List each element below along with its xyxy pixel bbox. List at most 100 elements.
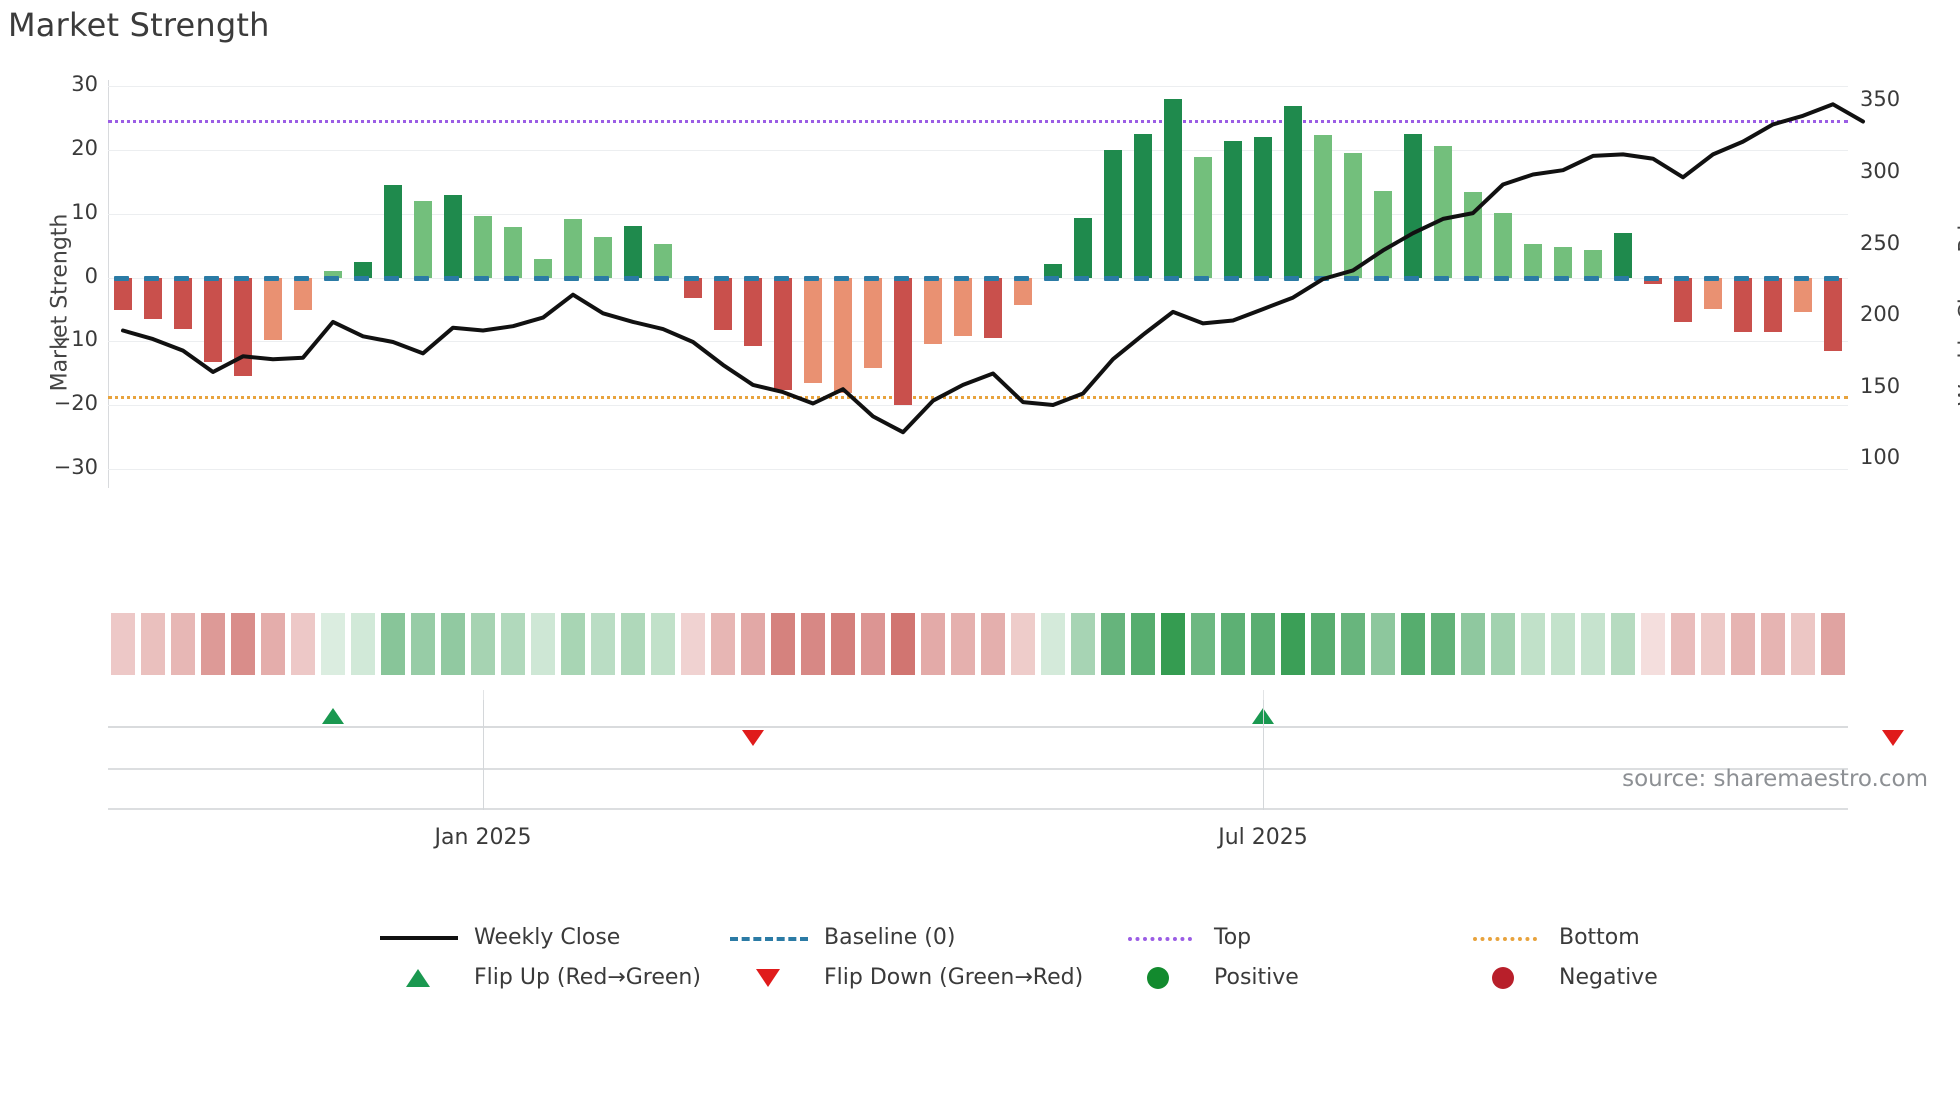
bar-negative[interactable] [1733,277,1753,332]
bar-positive[interactable] [1403,133,1423,278]
bar-negative[interactable] [173,277,193,329]
bar-positive[interactable] [443,194,463,278]
bar-negative[interactable] [893,277,913,406]
heatmap-cell[interactable] [771,613,795,675]
legend-item-flip-up[interactable]: Flip Up (Red→Green) [380,965,701,990]
bar-negative[interactable] [1643,277,1663,284]
heatmap-cell[interactable] [1611,613,1635,675]
heatmap-cell[interactable] [1731,613,1755,675]
heatmap-cell[interactable] [321,613,345,675]
bar-positive[interactable] [1613,233,1633,278]
heatmap-cell[interactable] [1551,613,1575,675]
bar-positive[interactable] [1163,99,1183,278]
heatmap-cell[interactable] [1761,613,1785,675]
bar-positive[interactable] [1223,140,1243,278]
heatmap-cell[interactable] [1491,613,1515,675]
bar-positive[interactable] [1493,212,1513,278]
flip-up-marker[interactable] [322,708,344,724]
heatmap-cell[interactable] [591,613,615,675]
heatmap-cell[interactable] [981,613,1005,675]
bar-negative[interactable] [923,277,943,344]
heatmap-cell[interactable] [111,613,135,675]
heatmap-cell[interactable] [141,613,165,675]
bar-positive[interactable] [1433,146,1453,278]
bar-positive[interactable] [653,244,673,278]
heatmap-cell[interactable] [381,613,405,675]
heatmap-cell[interactable] [831,613,855,675]
heatmap-cell[interactable] [291,613,315,675]
heatmap-cell[interactable] [501,613,525,675]
heatmap-cell[interactable] [1041,613,1065,675]
heatmap-cell[interactable] [861,613,885,675]
heatmap-cell[interactable] [1011,613,1035,675]
bar-positive[interactable] [323,271,343,278]
bar-positive[interactable] [593,237,613,278]
bar-negative[interactable] [1793,277,1813,313]
bar-positive[interactable] [1523,243,1543,278]
bar-positive[interactable] [383,185,403,278]
heatmap-cell[interactable] [351,613,375,675]
bar-negative[interactable] [713,277,733,330]
bar-positive[interactable] [1283,105,1303,278]
bar-positive[interactable] [1193,157,1213,278]
heatmap-cell[interactable] [951,613,975,675]
heatmap-cell[interactable] [1311,613,1335,675]
heatmap-cell[interactable] [231,613,255,675]
heatmap-cell[interactable] [621,613,645,675]
bar-positive[interactable] [353,261,373,278]
bar-negative[interactable] [1703,277,1723,309]
heatmap-cell[interactable] [201,613,225,675]
flip-down-marker[interactable] [742,730,764,746]
heatmap-cell[interactable] [471,613,495,675]
heatmap-cell[interactable] [441,613,465,675]
bar-negative[interactable] [683,277,703,299]
legend-item-negative[interactable]: Negative [1465,965,1658,990]
heatmap-cell[interactable] [1791,613,1815,675]
heatmap-cell[interactable] [1641,613,1665,675]
bar-positive[interactable] [473,215,493,278]
bar-negative[interactable] [803,277,823,383]
bar-negative[interactable] [203,277,223,362]
heatmap-cell[interactable] [1371,613,1395,675]
bar-positive[interactable] [533,258,553,278]
heatmap-cell[interactable] [651,613,675,675]
heatmap-cell[interactable] [1071,613,1095,675]
heatmap-cell[interactable] [171,613,195,675]
bar-positive[interactable] [1253,137,1273,278]
heatmap-cell[interactable] [1341,613,1365,675]
legend-item-baseline[interactable]: Baseline (0) [730,925,955,950]
heatmap-cell[interactable] [1101,613,1125,675]
bar-positive[interactable] [563,218,583,278]
bar-negative[interactable] [983,277,1003,338]
heatmap-cell[interactable] [261,613,285,675]
legend-item-top[interactable]: Top [1120,925,1251,950]
heatmap-cell[interactable] [531,613,555,675]
legend-item-bottom[interactable]: Bottom [1465,925,1640,950]
heatmap-cell[interactable] [561,613,585,675]
bar-positive[interactable] [1133,134,1153,278]
heatmap-cell[interactable] [741,613,765,675]
bar-negative[interactable] [263,277,283,341]
heatmap-cell[interactable] [1461,613,1485,675]
bar-negative[interactable] [863,277,883,368]
heatmap-cell[interactable] [801,613,825,675]
heatmap-cell[interactable] [1581,613,1605,675]
heatmap-cell[interactable] [1671,613,1695,675]
bar-negative[interactable] [233,277,253,377]
heatmap-cell[interactable] [411,613,435,675]
heatmap-cell[interactable] [1431,613,1455,675]
heatmap-cell[interactable] [1161,613,1185,675]
heatmap-cell[interactable] [1821,613,1845,675]
bar-positive[interactable] [1373,190,1393,278]
legend-item-flip-down[interactable]: Flip Down (Green→Red) [730,965,1083,990]
heatmap-cell[interactable] [681,613,705,675]
bar-positive[interactable] [503,227,523,278]
heatmap-cell[interactable] [1701,613,1725,675]
bar-positive[interactable] [623,225,643,278]
bar-positive[interactable] [1343,152,1363,278]
heatmap-cell[interactable] [921,613,945,675]
heatmap-cell[interactable] [1401,613,1425,675]
bar-positive[interactable] [1313,135,1333,278]
heatmap-cell[interactable] [711,613,735,675]
heatmap-cell[interactable] [1221,613,1245,675]
